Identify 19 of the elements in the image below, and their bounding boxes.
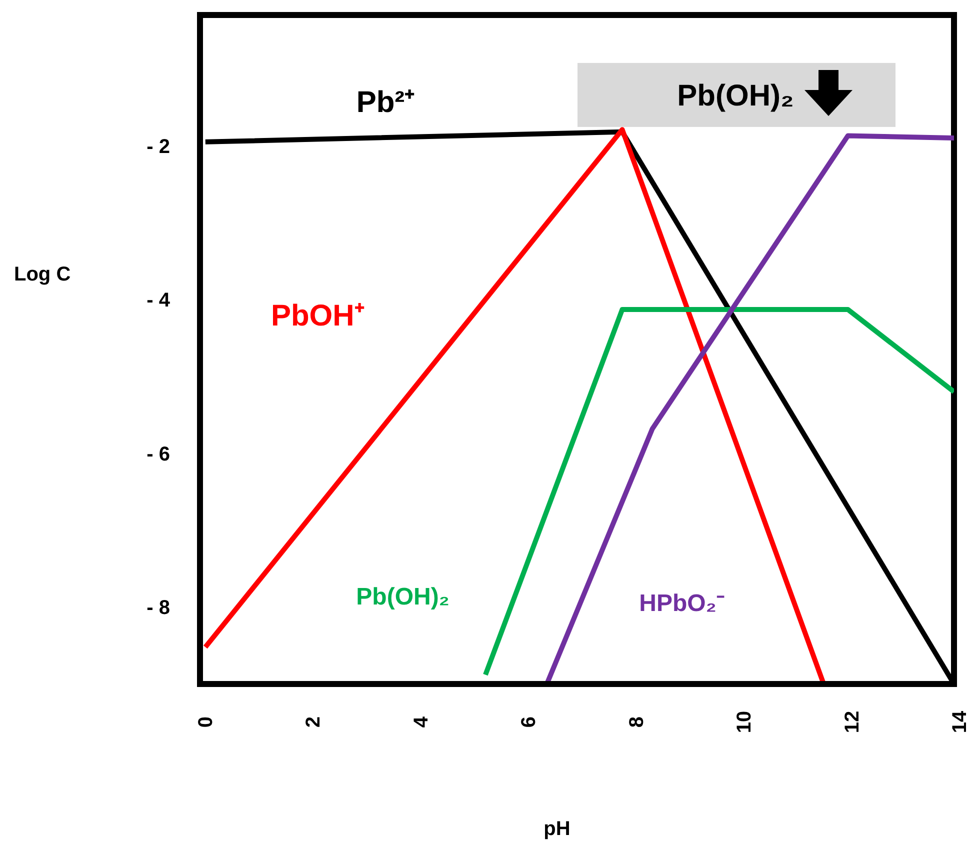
x-tick-label: 4 bbox=[410, 716, 432, 728]
y-tick-label: - 4 bbox=[146, 290, 171, 312]
text: PbOH⁺ bbox=[270, 300, 364, 333]
text: Pb(OH)₂ bbox=[356, 584, 450, 611]
x-tick-label: 10 bbox=[734, 710, 756, 734]
x-tick-label: 14 bbox=[949, 710, 971, 734]
x-tick-label: 8 bbox=[626, 716, 648, 728]
y-axis-title: Log C bbox=[14, 264, 71, 286]
series-label: Pb²⁺ bbox=[356, 86, 415, 120]
x-tick-label: 6 bbox=[518, 716, 540, 728]
y-tick-label: - 6 bbox=[146, 443, 170, 466]
y-tick-label: - 2 bbox=[146, 136, 170, 158]
x-axis-title: pH bbox=[544, 818, 570, 840]
annotation: Pb(OH)₂ bbox=[677, 79, 794, 112]
text: HPbO₂⁻ bbox=[639, 590, 724, 618]
x-tick-label: 2 bbox=[302, 716, 325, 728]
y-tick-label: - 8 bbox=[146, 597, 170, 620]
x-tick-label: 0 bbox=[195, 716, 217, 728]
x-tick-label: 12 bbox=[841, 710, 864, 734]
